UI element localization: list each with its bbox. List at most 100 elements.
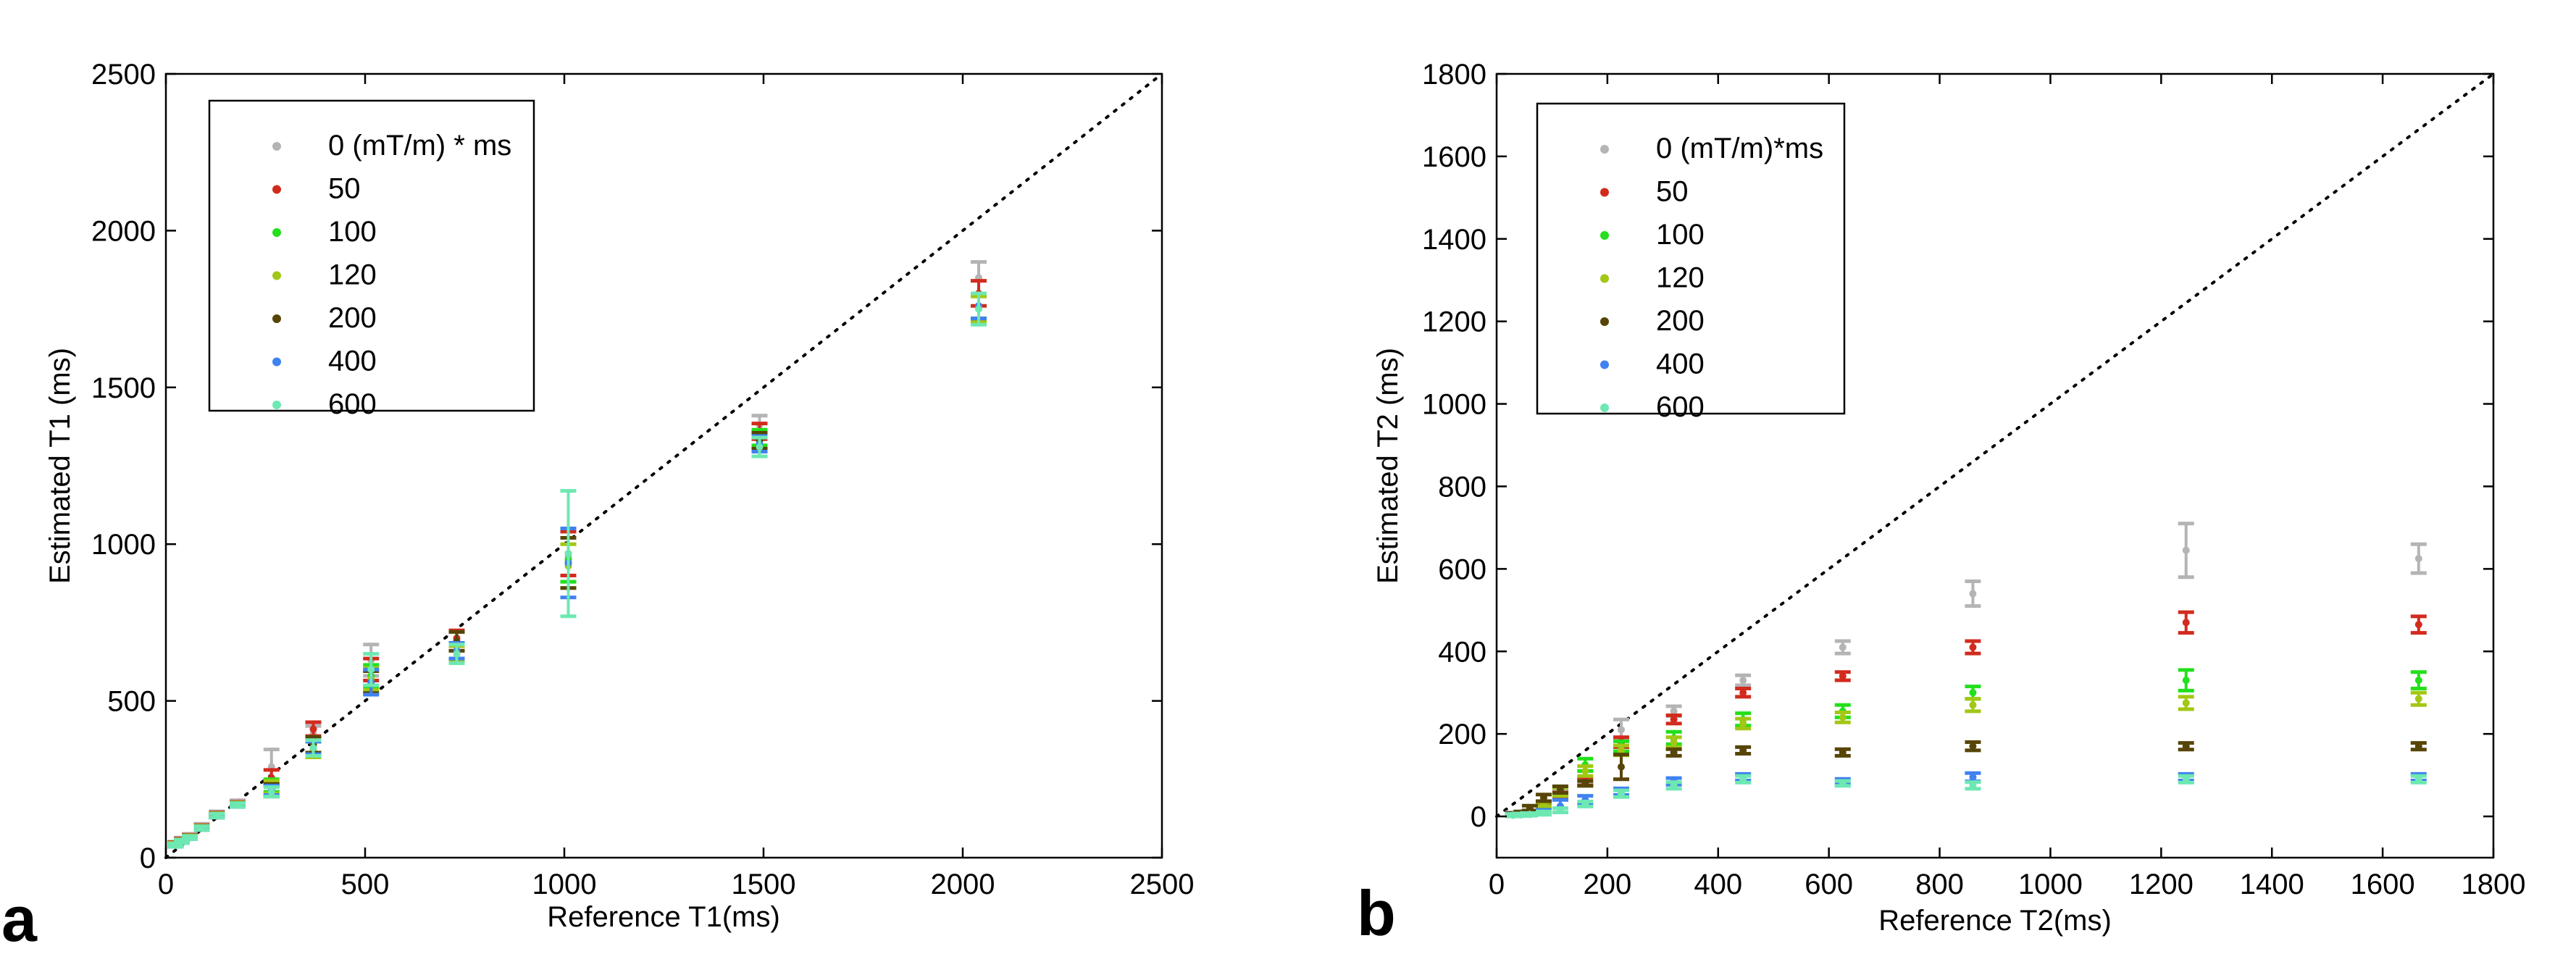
data-point-3 [1735, 716, 1752, 731]
marker [1739, 677, 1747, 685]
marker [1618, 763, 1625, 771]
legend-marker [272, 185, 281, 194]
marker [1581, 800, 1589, 808]
marker [1739, 746, 1747, 754]
x-axis-label-b: Reference T2(ms) [1878, 905, 2112, 937]
legend-label: 200 [1656, 305, 1705, 337]
legend-label: 600 [328, 388, 377, 420]
marker [2414, 775, 2422, 783]
legend-marker [272, 271, 281, 280]
data-point-6 [2178, 774, 2194, 784]
chart-panel-b: 0 200 400 600 800 1000 1200 1400 1600 1800 0 200 400… [1357, 59, 2525, 949]
data-point-4 [1521, 803, 1538, 813]
y-tick-label: 0 [140, 842, 156, 874]
y-axis-label-a: Estimated T1 (ms) [44, 348, 76, 584]
data-point-3 [1834, 711, 1851, 724]
marker [1839, 779, 1847, 787]
data-point-6 [363, 652, 380, 687]
legend-marker [272, 357, 281, 367]
marker [1670, 707, 1678, 715]
x-tick-label: 500 [341, 869, 390, 900]
y-axis-label-b: Estimated T2 (ms) [1372, 348, 1404, 584]
marker [2414, 742, 2422, 750]
y-tick-label: 2500 [91, 59, 156, 91]
legend-label: 120 [328, 259, 377, 291]
marker [1670, 782, 1678, 790]
data-point-4 [1965, 740, 1981, 753]
y-tick-label: 500 [107, 686, 156, 718]
y-tick-label: 1800 [1422, 59, 1486, 91]
x-tick-label: 1000 [2018, 869, 2083, 900]
x-tick-label: 1600 [2351, 869, 2415, 900]
x-tick-label: 0 [158, 869, 174, 900]
legend-label: 120 [1656, 262, 1705, 294]
data-point-0 [1735, 673, 1752, 687]
legend-box [1536, 102, 1846, 415]
data-point-6 [1521, 811, 1538, 819]
data-point-3 [1665, 735, 1682, 749]
marker [1539, 794, 1547, 802]
marker [2182, 742, 2190, 750]
marker [1839, 714, 1847, 721]
marker [453, 650, 461, 658]
data-point-0 [2178, 522, 2194, 579]
legend-label: 600 [1656, 391, 1705, 423]
x-tick-label: 800 [1915, 869, 1964, 900]
marker [1969, 742, 1977, 750]
marker [1739, 689, 1747, 697]
identity-line [164, 72, 1163, 859]
legend-label: 0 (mT/m)*ms [1656, 133, 1823, 164]
y-tick-label: 800 [1438, 471, 1486, 503]
data-point-6 [1552, 806, 1568, 814]
data-point-1 [2178, 610, 2194, 635]
data-point-1 [1665, 714, 1682, 726]
marker [198, 824, 206, 832]
data-point-6 [751, 435, 768, 459]
x-tick-label: 400 [1694, 869, 1742, 900]
marker [2182, 677, 2190, 685]
data-point-4 [1613, 753, 1629, 782]
data-point-1 [1965, 639, 1981, 656]
marker [1739, 719, 1747, 727]
marker [1969, 773, 1977, 781]
marker [2182, 546, 2190, 554]
x-tick-label: 1200 [2129, 869, 2194, 900]
data-point-6 [182, 834, 198, 842]
data-point-0 [2410, 542, 2427, 575]
marker [2182, 775, 2190, 783]
marker [1670, 748, 1678, 756]
data-point-3 [2178, 695, 2194, 711]
data-point-2 [2178, 668, 2194, 693]
data-point-4 [1665, 747, 1682, 758]
y-tick-label: 1200 [1422, 306, 1486, 338]
marker [564, 550, 572, 558]
marker [367, 666, 375, 674]
x-tick-label: 600 [1805, 869, 1853, 900]
marker [1839, 748, 1847, 756]
marker [1739, 775, 1747, 783]
data-point-6 [971, 291, 987, 327]
y-tick-label: 200 [1438, 719, 1486, 750]
legend-label: 400 [1656, 348, 1705, 380]
legend-marker [1600, 403, 1609, 412]
marker [1969, 689, 1977, 697]
data-point-6 [1613, 788, 1629, 799]
data-point-1 [1834, 670, 1851, 682]
marker [2182, 699, 2190, 707]
y-tick-label: 2000 [91, 215, 156, 247]
marker [2414, 555, 2422, 563]
marker [309, 744, 317, 752]
legend-marker [1600, 360, 1609, 369]
chart-panel-a: 0 500 1000 1500 2000 2500 0 500 1000 1500 2000 2500… [1, 59, 1194, 954]
marker [1670, 716, 1678, 724]
marker [1839, 672, 1847, 680]
marker [1618, 746, 1625, 754]
marker [2182, 619, 2190, 627]
data-point-0 [1965, 579, 1981, 608]
legend-label: 200 [328, 302, 377, 334]
data-point-6 [305, 738, 322, 758]
data-point-3 [2410, 690, 2427, 707]
y-tick-label: 1400 [1422, 224, 1486, 256]
marker [234, 801, 241, 809]
marker [1670, 738, 1678, 746]
